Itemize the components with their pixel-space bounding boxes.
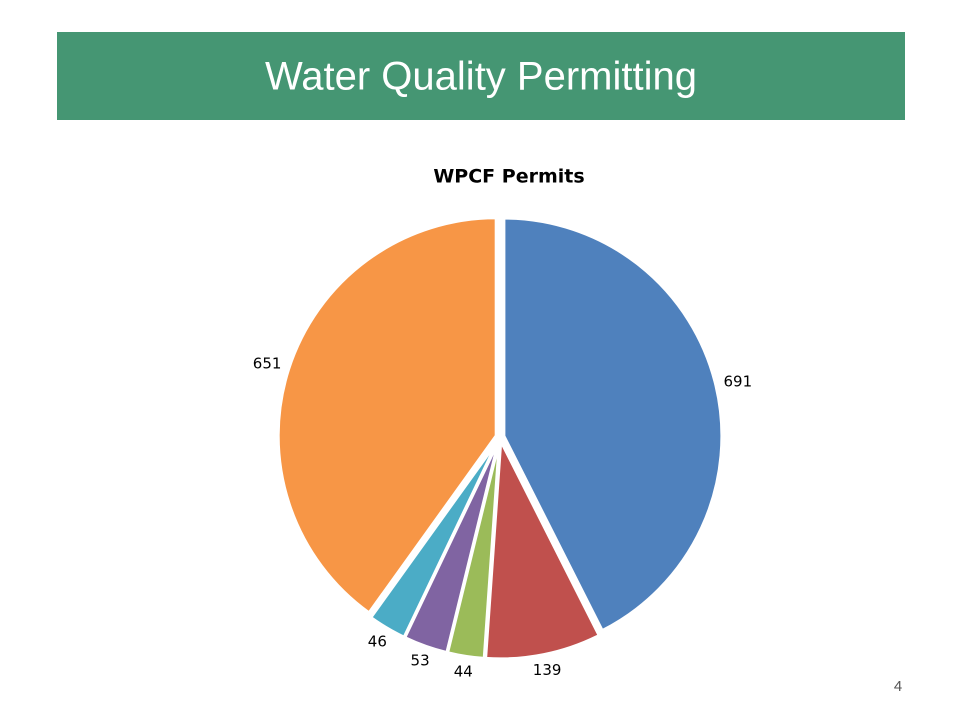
data-label: 53 xyxy=(411,652,430,670)
data-label: 691 xyxy=(724,372,753,390)
data-label: 46 xyxy=(368,632,387,650)
data-label: 44 xyxy=(454,663,473,681)
data-label: 139 xyxy=(533,661,562,679)
title-banner xyxy=(57,32,905,120)
page-number: 4 xyxy=(894,678,902,695)
chart-title: WPCF Permits xyxy=(433,166,584,188)
pie-slice xyxy=(484,435,602,661)
data-label: 651 xyxy=(253,355,282,373)
slide-title: Water Quality Permitting xyxy=(265,55,697,99)
pie-slice xyxy=(368,439,500,640)
pie-slice xyxy=(502,216,724,633)
pie-slice xyxy=(276,216,498,615)
